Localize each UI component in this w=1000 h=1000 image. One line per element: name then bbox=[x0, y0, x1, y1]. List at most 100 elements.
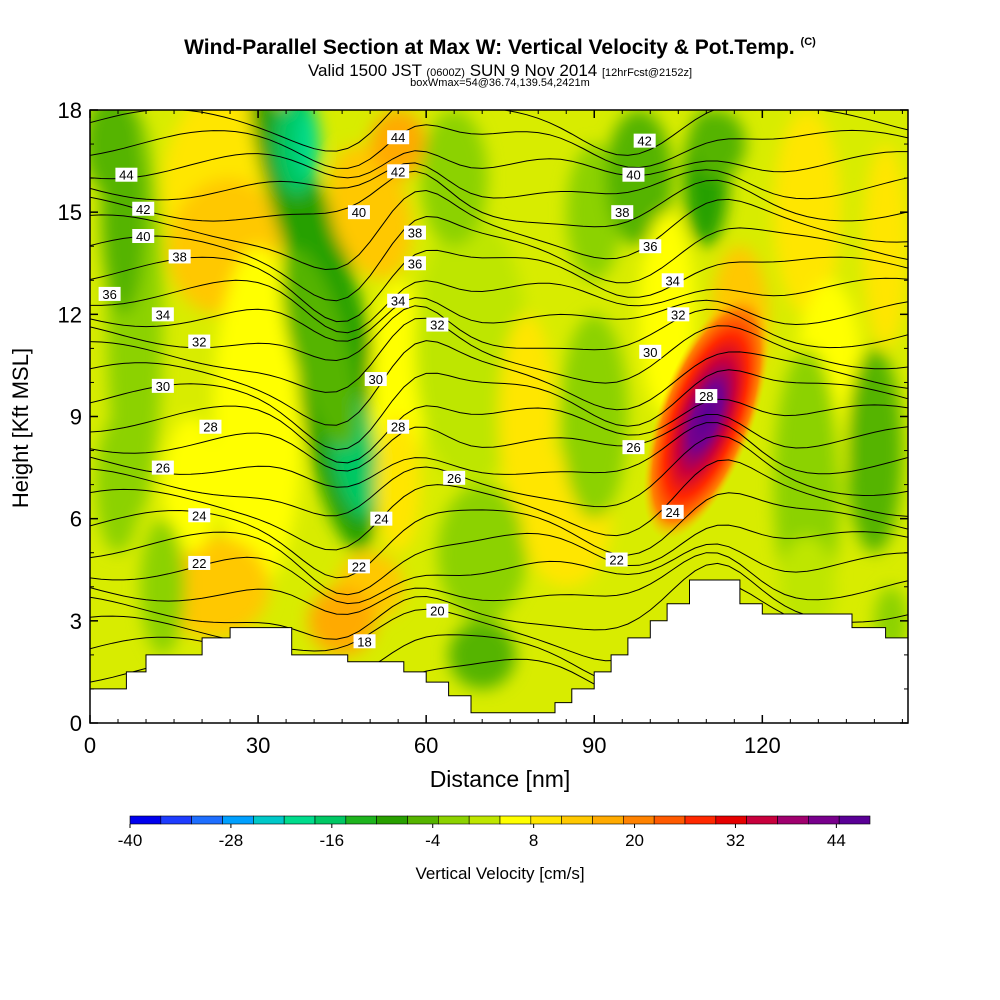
colorbar-swatch bbox=[283, 815, 316, 825]
contour-label-box bbox=[661, 504, 684, 519]
contour-label-box bbox=[387, 419, 410, 434]
colorbar-tick-label: -16 bbox=[320, 831, 345, 850]
max-w-core bbox=[642, 293, 770, 540]
theta-contour-30 bbox=[90, 398, 908, 464]
field-blob bbox=[420, 110, 488, 247]
contour-label-box bbox=[132, 201, 155, 216]
contour-label-box bbox=[622, 440, 645, 455]
contour-label: 40 bbox=[352, 205, 366, 220]
contour-label: 34 bbox=[665, 273, 679, 288]
colorbar-swatch bbox=[160, 815, 192, 825]
theta-contour-28 bbox=[90, 422, 908, 488]
contour-label-box bbox=[188, 334, 211, 349]
contour-label-box bbox=[151, 307, 174, 322]
contour-label-box bbox=[387, 130, 410, 145]
theta-contour-32 bbox=[90, 340, 908, 426]
contour-label-box bbox=[403, 225, 426, 240]
theta-contour-29 bbox=[90, 414, 908, 472]
contour-label: 38 bbox=[615, 205, 629, 220]
colorbar-swatch bbox=[222, 815, 254, 825]
contour-label: 26 bbox=[626, 440, 640, 455]
theta-contour-43 bbox=[90, 124, 908, 169]
colorbar-swatch bbox=[592, 815, 624, 825]
contour-label: 36 bbox=[643, 239, 657, 254]
contour-label-box bbox=[370, 511, 393, 526]
chart-subtitle: Valid 1500 JST (0600Z) SUN 9 Nov 2014 [1… bbox=[0, 61, 1000, 81]
theta-contour-22 bbox=[90, 552, 908, 615]
contour-label-box bbox=[695, 389, 718, 404]
theta-contour-39 bbox=[90, 189, 908, 271]
contour-label-box bbox=[98, 286, 121, 301]
colorbar-swatch bbox=[253, 815, 285, 825]
contour-label-box bbox=[403, 256, 426, 271]
chart-title-tag: (C) bbox=[800, 36, 816, 48]
colorbar-tick-label: 32 bbox=[726, 831, 745, 850]
terrain-profile bbox=[89, 579, 909, 724]
colorbar-title: Vertical Velocity [cm/s] bbox=[415, 864, 585, 883]
field-blob bbox=[95, 416, 141, 553]
contour-label-box bbox=[661, 273, 684, 288]
colorbar-swatch bbox=[345, 815, 377, 825]
theta-contour-26 bbox=[90, 459, 908, 551]
chart-title: Wind-Parallel Section at Max W: Vertical… bbox=[0, 36, 1000, 60]
y-axis-title-wrap: Height [Kft MSL] bbox=[8, 348, 40, 508]
contour-label-box bbox=[151, 378, 174, 393]
chart-subtitle-2: boxWmax=54@36.74,139.54,2421m bbox=[410, 77, 590, 89]
colorbar-swatch bbox=[499, 815, 532, 825]
contour-label: 20 bbox=[430, 604, 444, 619]
field-blob bbox=[448, 620, 516, 689]
contour-label: 38 bbox=[408, 226, 422, 241]
contour-label: 30 bbox=[369, 372, 383, 387]
field-blob bbox=[157, 535, 270, 638]
chart-title-text: Wind-Parallel Section at Max W: Vertical… bbox=[184, 36, 795, 59]
contour-label: 30 bbox=[643, 345, 657, 360]
colorbar-swatch bbox=[777, 815, 809, 825]
theta-contour-42 bbox=[90, 150, 908, 180]
theta-contour-34 bbox=[90, 305, 908, 362]
contour-label: 36 bbox=[408, 256, 422, 271]
contour-label-box bbox=[667, 307, 690, 322]
theta-contours bbox=[90, 110, 908, 700]
contour-label-box bbox=[622, 167, 645, 182]
colorbar-swatch bbox=[715, 815, 747, 825]
contour-label-box bbox=[633, 133, 656, 148]
contour-label-box bbox=[188, 508, 211, 523]
contour-label: 26 bbox=[156, 461, 170, 476]
contour-label-box bbox=[639, 239, 662, 254]
colorbar-tick-label: 8 bbox=[529, 831, 538, 850]
contour-label: 42 bbox=[391, 164, 405, 179]
colorbar-swatch bbox=[684, 815, 717, 825]
contour-label: 34 bbox=[391, 294, 405, 309]
contour-label: 32 bbox=[671, 307, 685, 322]
contour-label: 44 bbox=[119, 168, 133, 183]
theta-contour-35 bbox=[90, 297, 908, 342]
field-blob bbox=[863, 144, 908, 349]
colorbar: -40 -28 -16 -4 8 20 32 44 bbox=[118, 815, 871, 850]
theta-contour-44 bbox=[90, 110, 908, 156]
contour-label: 22 bbox=[352, 559, 366, 574]
field-blob bbox=[779, 535, 836, 638]
contour-label: 38 bbox=[172, 249, 186, 264]
theta-contour-33 bbox=[90, 317, 908, 393]
contour-label: 28 bbox=[203, 420, 217, 435]
y-tick-label: 0 bbox=[70, 711, 82, 736]
field-blob bbox=[213, 246, 303, 587]
colorbar-swatch bbox=[191, 815, 223, 825]
theta-contour-37 bbox=[90, 249, 908, 323]
colorbar-swatch bbox=[808, 815, 840, 825]
contour-label-box bbox=[364, 372, 387, 387]
contour-label-box bbox=[199, 419, 222, 434]
contour-label: 28 bbox=[391, 420, 405, 435]
y-tick-label: 18 bbox=[58, 98, 82, 123]
subtitle-valid: Valid 1500 JST bbox=[307, 61, 422, 80]
contour-label-box bbox=[151, 460, 174, 475]
theta-contour-38 bbox=[90, 215, 908, 302]
contour-label: 22 bbox=[609, 553, 623, 568]
contour-label-box bbox=[605, 552, 628, 567]
contour-label-box bbox=[115, 167, 138, 182]
subtitle-zulu: (0600Z) bbox=[426, 67, 465, 79]
contour-label-box bbox=[353, 634, 376, 649]
y-tick-label: 6 bbox=[70, 507, 82, 532]
contour-label-box bbox=[443, 470, 466, 485]
contour-label: 36 bbox=[102, 287, 116, 302]
